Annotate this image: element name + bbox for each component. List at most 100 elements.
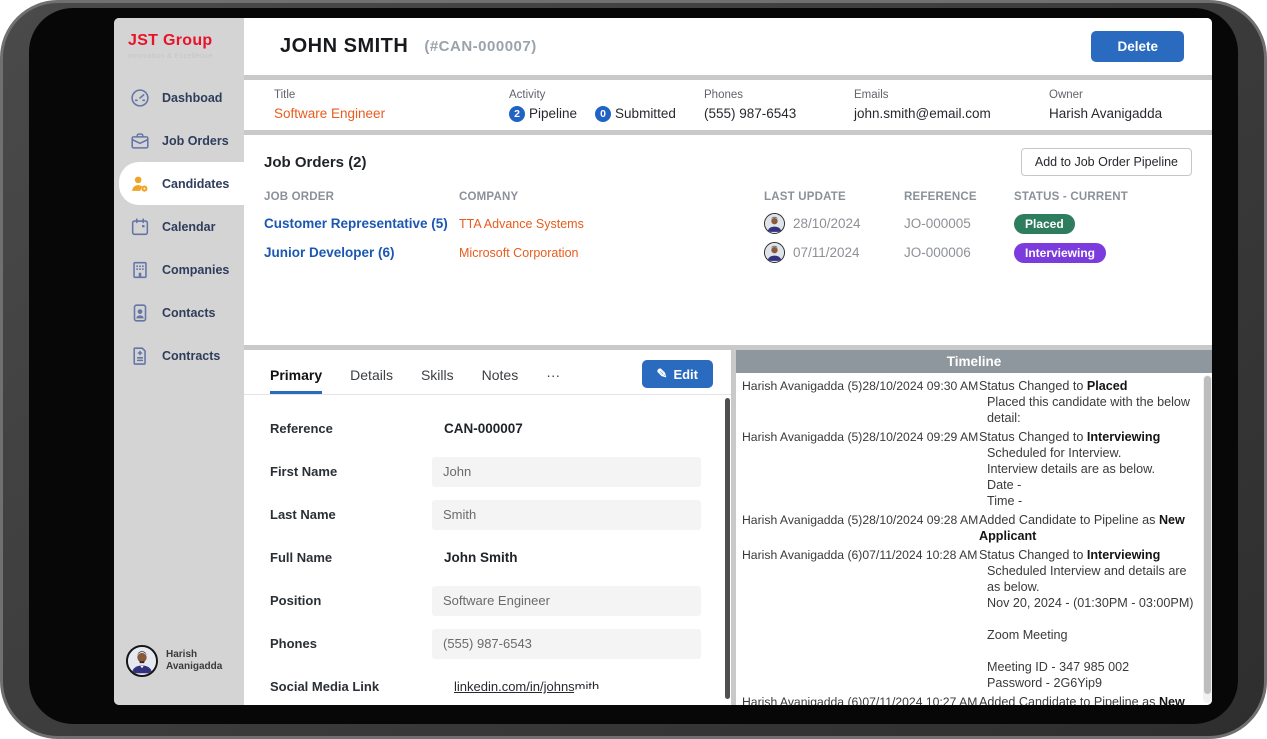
tab-skills[interactable]: Skills <box>420 367 454 383</box>
app-screen: JST Group Innovation & Excellence Dashbo… <box>114 18 1212 705</box>
sidebar-item-label: Candidates <box>162 176 230 191</box>
field-label: Reference <box>270 421 333 436</box>
linkedin-link[interactable]: linkedin.com/in/johnsmith <box>454 679 600 694</box>
timeline-timestamp: 07/11/2024 10:27 AM <box>862 695 978 705</box>
job-order-row: Customer Representative (5) TTA Advance … <box>264 209 1192 238</box>
gauge-icon <box>128 86 152 110</box>
sidebar-item-label: Job Orders <box>162 133 229 148</box>
phones-input[interactable] <box>432 628 701 659</box>
pencil-icon: ✎ <box>656 366 668 381</box>
column-company: COMPANY <box>459 191 519 203</box>
submitted-label: Submitted <box>615 106 676 121</box>
field-social-media-link: Social Media Link linkedin.com/in/johnsm… <box>270 665 701 705</box>
user-name-line1: Harish <box>166 649 198 660</box>
updater-avatar <box>764 213 785 234</box>
job-order-link[interactable]: Customer Representative (5) <box>264 216 448 231</box>
summary-title-label: Title <box>274 88 296 101</box>
form-scrollbar-thumb[interactable] <box>725 398 730 699</box>
tab-notes[interactable]: Notes <box>481 367 519 383</box>
summary-emails-value: john.smith@email.com <box>854 105 991 121</box>
timeline-action-highlight: Interviewing <box>1086 548 1161 562</box>
edit-button[interactable]: ✎ Edit <box>641 360 713 388</box>
company-link[interactable]: TTA Advance Systems <box>459 216 584 231</box>
summary-phones-label: Phones <box>704 88 744 101</box>
timeline-action-highlight: New Applicant <box>1158 695 1185 705</box>
last-name-input[interactable] <box>432 499 701 530</box>
timeline-entry: Harish Avanigadda (6)07/11/2024 10:28 AM… <box>742 547 1200 691</box>
timeline-timestamp: 07/11/2024 10:28 AM <box>862 548 978 562</box>
summary-activity: Activity 2 Pipeline 0 Submitted <box>509 89 704 122</box>
candidate-name: JOHN SMITH <box>280 35 409 57</box>
last-update-date: 07/11/2024 <box>793 245 860 260</box>
position-input[interactable] <box>432 585 701 616</box>
logo-title: JST Group <box>128 32 213 49</box>
submitted-activity[interactable]: 0 Submitted <box>595 105 676 122</box>
timeline-body: Harish Avanigadda (5)28/10/2024 09:30 AM… <box>736 373 1212 705</box>
reference-value: CAN-000007 <box>444 421 523 436</box>
record-header: JOHN SMITH (#CAN-000007) Delete <box>244 18 1212 75</box>
job-order-row: Junior Developer (6) Microsoft Corporati… <box>264 238 1192 267</box>
timeline-action: Status Changed to <box>979 430 1087 444</box>
job-order-link[interactable]: Junior Developer (6) <box>264 245 395 260</box>
tab-primary[interactable]: Primary <box>270 367 323 394</box>
app-logo: JST Group Innovation & Excellence <box>114 18 244 66</box>
timeline-author: Harish Avanigadda (5) <box>742 513 863 527</box>
home-indicator[interactable] <box>573 689 694 697</box>
sidebar-item-companies[interactable]: Companies <box>114 248 244 291</box>
field-label: Last Name <box>270 507 336 522</box>
sidebar-item-calendar[interactable]: Calendar <box>114 205 244 248</box>
timeline-action-highlight: Placed <box>1086 379 1128 393</box>
timeline-details: Scheduled for Interview. Interview detai… <box>987 446 1156 508</box>
summary-phones: Phones (555) 987-6543 <box>704 89 854 122</box>
status-badge: Interviewing <box>1014 242 1107 263</box>
timeline-author: Harish Avanigadda (5) <box>742 430 863 444</box>
timeline-scrollbar[interactable] <box>1203 375 1212 703</box>
updater-avatar <box>764 242 785 263</box>
timeline-entry: Harish Avanigadda (6)07/11/2024 10:27 AM… <box>742 694 1200 705</box>
edit-button-label: Edit <box>673 366 698 382</box>
summary-phones-value: (555) 987-6543 <box>704 105 797 121</box>
field-label: Phones <box>270 636 317 651</box>
delete-button[interactable]: Delete <box>1091 31 1184 62</box>
tab-details[interactable]: Details <box>350 367 393 383</box>
summary-title-value: Software Engineer <box>274 105 386 121</box>
timeline-action: Status Changed to <box>979 379 1087 393</box>
tab-more[interactable]: ··· <box>546 367 561 383</box>
summary-owner: Owner Harish Avanigadda <box>1049 89 1212 122</box>
sidebar-nav: Dashboad Job Orders <box>114 76 244 377</box>
form-scrollbar[interactable] <box>725 398 730 699</box>
sidebar-item-dashboard[interactable]: Dashboad <box>114 76 244 119</box>
first-name-input[interactable] <box>432 456 701 487</box>
sidebar-user[interactable]: Harish Avanigadda <box>114 645 244 705</box>
timeline-scrollbar-thumb[interactable] <box>1204 376 1211 695</box>
pipeline-activity[interactable]: 2 Pipeline <box>509 105 577 122</box>
company-link[interactable]: Microsoft Corporation <box>459 245 579 260</box>
timeline-author: Harish Avanigadda (5) <box>742 379 863 393</box>
pipeline-count-badge: 2 <box>509 105 525 122</box>
timeline-action-highlight: Interviewing <box>1086 430 1161 444</box>
field-last-name: Last Name <box>270 493 701 536</box>
timeline-panel: Timeline Harish Avanigadda (5)28/10/2024… <box>736 350 1212 705</box>
user-name: Harish Avanigadda <box>166 649 222 673</box>
timeline-details: Scheduled Interview and details are as b… <box>987 564 1194 690</box>
job-orders-header-row: JOB ORDER COMPANY LAST UPDATE REFERENCE … <box>264 185 1192 209</box>
timeline-entry: Harish Avanigadda (5)28/10/2024 09:30 AM… <box>742 378 1200 426</box>
user-name-line2: Avanigadda <box>166 661 223 672</box>
add-to-job-order-pipeline-button[interactable]: Add to Job Order Pipeline <box>1020 148 1192 176</box>
full-name-value: John Smith <box>444 550 518 565</box>
timeline-details: Placed this candidate with the below det… <box>987 395 1191 425</box>
sidebar-item-label: Dashboad <box>162 90 223 105</box>
sidebar-item-contracts[interactable]: Contracts <box>114 334 244 377</box>
status-badge: Placed <box>1014 213 1075 234</box>
job-order-reference: JO-000005 <box>904 216 971 231</box>
sidebar-item-job-orders[interactable]: Job Orders <box>114 119 244 162</box>
timeline-timestamp: 28/10/2024 09:30 AM <box>862 379 979 393</box>
sidebar-item-label: Companies <box>162 262 230 277</box>
sidebar-item-contacts[interactable]: Contacts <box>114 291 244 334</box>
summary-title: Title Software Engineer <box>274 89 509 122</box>
sidebar: JST Group Innovation & Excellence Dashbo… <box>114 18 244 705</box>
job-orders-panel: Job Orders (2) Add to Job Order Pipeline… <box>244 135 1212 345</box>
primary-fields: Reference CAN-000007 First Name Last Nam… <box>244 395 731 705</box>
sidebar-item-candidates[interactable]: Candidates <box>119 162 244 205</box>
